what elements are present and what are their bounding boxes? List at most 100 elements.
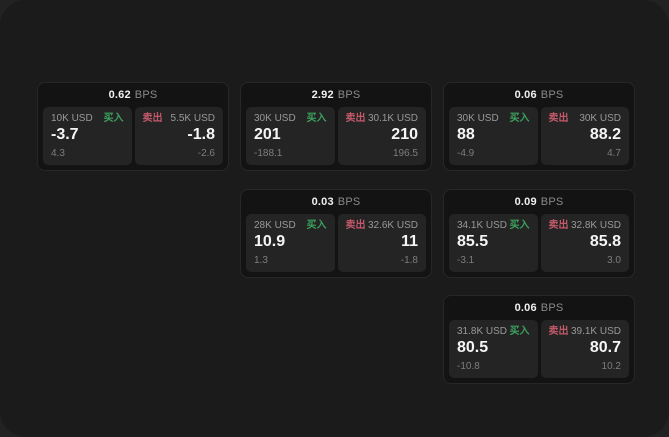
- card-body: 30K USD 买入 88 -4.9 卖出 30K USD 88.2 4.7: [444, 107, 634, 170]
- buy-sub-value: -3.1: [457, 255, 475, 266]
- bps-value: 0.06: [514, 302, 537, 314]
- buy-size-label: 31.8K USD: [457, 326, 508, 337]
- quote-card: 2.92 BPS 30K USD 买入 201 -188.1 卖出 30.1K …: [240, 82, 432, 171]
- sell-tile-header: 卖出 39.1K USD: [549, 326, 622, 338]
- buy-label: 买入: [509, 113, 530, 124]
- bps-value: 0.09: [514, 196, 537, 208]
- sell-price-value: 85.8: [589, 233, 621, 250]
- buy-size-label: 30K USD: [457, 113, 499, 124]
- sell-size-label: 39.1K USD: [570, 326, 621, 337]
- card-header: 0.62 BPS: [38, 83, 228, 107]
- card-body: 10K USD 买入 -3.7 4.3 卖出 5.5K USD -1.8 -2.…: [38, 107, 228, 170]
- sell-tile-header: 卖出 32.8K USD: [549, 220, 622, 232]
- quote-card: 0.09 BPS 34.1K USD 买入 85.5 -3.1 卖出 32.8K…: [443, 189, 635, 278]
- sell-quote-tile[interactable]: 卖出 32.6K USD 11 -1.8: [337, 214, 426, 272]
- sell-price-value: 88.2: [589, 126, 621, 143]
- card-body: 28K USD 买入 10.9 1.3 卖出 32.6K USD 11 -1.8: [241, 214, 431, 277]
- quote-card: 0.06 BPS 30K USD 买入 88 -4.9 卖出 30K USD 8…: [443, 82, 635, 171]
- sell-quote-tile[interactable]: 卖出 32.8K USD 85.8 3.0: [540, 214, 629, 272]
- sell-label: 卖出: [548, 220, 569, 231]
- buy-quote-tile[interactable]: 30K USD 买入 88 -4.9: [449, 107, 538, 165]
- buy-sub-value: -10.8: [457, 361, 480, 372]
- sell-tile-header: 卖出 5.5K USD: [143, 113, 216, 125]
- buy-price-value: 85.5: [457, 233, 489, 250]
- sell-tile-header: 卖出 30.1K USD: [346, 113, 419, 125]
- sell-price-value: 11: [401, 233, 418, 250]
- buy-tile-header: 34.1K USD 买入: [457, 220, 530, 232]
- sell-label: 卖出: [548, 113, 569, 124]
- sell-quote-tile[interactable]: 卖出 5.5K USD -1.8 -2.6: [134, 107, 223, 165]
- bps-unit-label: BPS: [540, 196, 564, 208]
- sell-label: 卖出: [548, 326, 569, 337]
- bps-value: 2.92: [311, 89, 334, 101]
- buy-label: 买入: [509, 326, 530, 337]
- sell-price-value: -1.8: [187, 126, 215, 143]
- sell-sub-value: 196.5: [392, 148, 418, 159]
- sell-sub-value: 3.0: [607, 255, 621, 266]
- buy-quote-tile[interactable]: 31.8K USD 买入 80.5 -10.8: [449, 320, 538, 378]
- sell-sub-value: -1.8: [400, 255, 418, 266]
- sell-quote-tile[interactable]: 卖出 39.1K USD 80.7 10.2: [540, 320, 629, 378]
- buy-size-label: 10K USD: [51, 113, 93, 124]
- sell-size-label: 32.8K USD: [570, 220, 621, 231]
- buy-tile-header: 28K USD 买入: [254, 220, 327, 232]
- buy-sub-value: 1.3: [254, 255, 268, 266]
- sell-sub-value: -2.6: [197, 148, 215, 159]
- bps-unit-label: BPS: [134, 89, 158, 101]
- sell-size-label: 30.1K USD: [367, 113, 418, 124]
- quote-card: 0.62 BPS 10K USD 买入 -3.7 4.3 卖出 5.5K USD…: [37, 82, 229, 171]
- buy-quote-tile[interactable]: 30K USD 买入 201 -188.1: [246, 107, 335, 165]
- buy-price-value: 80.5: [457, 339, 489, 356]
- quote-card: 0.06 BPS 31.8K USD 买入 80.5 -10.8 卖出 39.1…: [443, 295, 635, 384]
- sell-tile-header: 卖出 30K USD: [549, 113, 622, 125]
- buy-tile-header: 30K USD 买入: [254, 113, 327, 125]
- buy-tile-header: 30K USD 买入: [457, 113, 530, 125]
- buy-sub-value: -188.1: [254, 148, 283, 159]
- buy-size-label: 30K USD: [254, 113, 296, 124]
- card-header: 0.03 BPS: [241, 190, 431, 214]
- bps-unit-label: BPS: [540, 302, 564, 314]
- bps-value: 0.06: [514, 89, 537, 101]
- bps-unit-label: BPS: [337, 196, 361, 208]
- buy-tile-header: 31.8K USD 买入: [457, 326, 530, 338]
- sell-price-value: 80.7: [589, 339, 621, 356]
- card-header: 0.06 BPS: [444, 296, 634, 320]
- buy-quote-tile[interactable]: 28K USD 买入 10.9 1.3: [246, 214, 335, 272]
- card-header: 0.06 BPS: [444, 83, 634, 107]
- sell-sub-value: 4.7: [607, 148, 621, 159]
- buy-sub-value: 4.3: [51, 148, 65, 159]
- card-header: 0.09 BPS: [444, 190, 634, 214]
- buy-price-value: 10.9: [254, 233, 286, 250]
- buy-sub-value: -4.9: [457, 148, 475, 159]
- sell-quote-tile[interactable]: 卖出 30.1K USD 210 196.5: [337, 107, 426, 165]
- sell-label: 卖出: [345, 220, 366, 231]
- bps-value: 0.03: [311, 196, 334, 208]
- card-body: 31.8K USD 买入 80.5 -10.8 卖出 39.1K USD 80.…: [444, 320, 634, 383]
- sell-size-label: 30K USD: [579, 113, 621, 124]
- quote-card: 0.03 BPS 28K USD 买入 10.9 1.3 卖出 32.6K US…: [240, 189, 432, 278]
- buy-label: 买入: [509, 220, 530, 231]
- sell-size-label: 32.6K USD: [367, 220, 418, 231]
- card-header: 2.92 BPS: [241, 83, 431, 107]
- sell-size-label: 5.5K USD: [170, 113, 215, 124]
- buy-price-value: 201: [254, 126, 281, 143]
- buy-label: 买入: [103, 113, 124, 124]
- sell-tile-header: 卖出 32.6K USD: [346, 220, 419, 232]
- bps-value: 0.62: [108, 89, 131, 101]
- sell-quote-tile[interactable]: 卖出 30K USD 88.2 4.7: [540, 107, 629, 165]
- buy-price-value: -3.7: [51, 126, 79, 143]
- buy-size-label: 34.1K USD: [457, 220, 508, 231]
- buy-label: 买入: [306, 113, 327, 124]
- card-body: 34.1K USD 买入 85.5 -3.1 卖出 32.8K USD 85.8…: [444, 214, 634, 277]
- sell-price-value: 210: [391, 126, 418, 143]
- buy-price-value: 88: [457, 126, 475, 143]
- buy-quote-tile[interactable]: 10K USD 买入 -3.7 4.3: [43, 107, 132, 165]
- bps-unit-label: BPS: [540, 89, 564, 101]
- bps-unit-label: BPS: [337, 89, 361, 101]
- card-body: 30K USD 买入 201 -188.1 卖出 30.1K USD 210 1…: [241, 107, 431, 170]
- buy-tile-header: 10K USD 买入: [51, 113, 124, 125]
- buy-quote-tile[interactable]: 34.1K USD 买入 85.5 -3.1: [449, 214, 538, 272]
- sell-label: 卖出: [345, 113, 366, 124]
- buy-label: 买入: [306, 220, 327, 231]
